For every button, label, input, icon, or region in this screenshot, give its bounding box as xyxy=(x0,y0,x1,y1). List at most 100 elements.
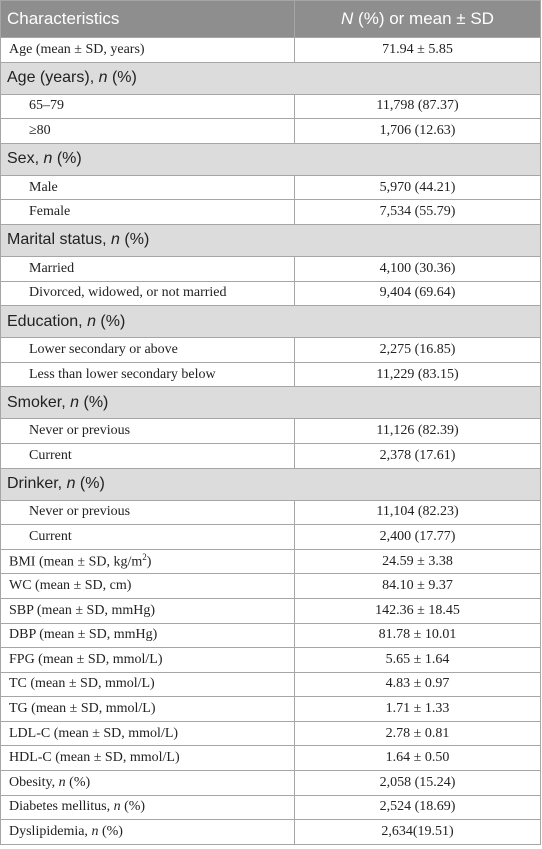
text-segment: (%) xyxy=(95,312,126,330)
text-segment: Age (years), xyxy=(7,69,99,87)
text-segment: (%) xyxy=(79,393,109,411)
text-segment: SBP (mean ± SD, mmHg) xyxy=(9,602,156,618)
row-label: Age (mean ± SD, years) xyxy=(0,37,295,63)
data-row: Age (mean ± SD, years) 71.94 ± 5.85 xyxy=(0,37,541,63)
text-segment: (%) xyxy=(120,799,146,815)
text-segment: Never or previous xyxy=(29,504,131,520)
data-row: Never or previous 11,126 (82.39) xyxy=(0,418,541,444)
header-cell: N (%) or mean ± SD xyxy=(294,0,541,38)
row-value: 5,970 (44.21) xyxy=(294,174,541,201)
section-label: Smoker, n (%) xyxy=(0,386,541,420)
row-value: 2,524 (18.69) xyxy=(294,794,541,821)
row-value: 142.36 ± 18.45 xyxy=(294,597,541,624)
section-label: Education, n (%) xyxy=(0,305,541,339)
text-segment: Diabetes mellitus, xyxy=(9,799,114,815)
text-segment: n xyxy=(98,69,108,87)
row-value: 5.65 ± 1.64 xyxy=(294,647,541,673)
row-label: Married xyxy=(0,255,295,282)
text-segment: Lower secondary or above xyxy=(29,341,178,357)
text-segment: Dyslipidemia, xyxy=(9,824,92,840)
header-cell: Characteristics xyxy=(0,0,295,38)
text-segment: Marital status, xyxy=(7,231,112,249)
section-row: Sex, n (%) xyxy=(0,142,541,176)
text-segment: ≥80 xyxy=(29,122,51,138)
text-segment: Smoker, xyxy=(7,393,71,411)
header-row: Characteristics N (%) or mean ± SD xyxy=(0,0,541,38)
row-label: ≥80 xyxy=(0,118,295,144)
row-label: Less than lower secondary below xyxy=(0,361,295,388)
text-segment: Age (mean ± SD, years) xyxy=(9,41,145,57)
row-label: BMI (mean ± SD, kg/m2) xyxy=(0,548,295,575)
data-row: DBP (mean ± SD, mmHg) 81.78 ± 10.01 xyxy=(0,622,541,649)
text-segment: (%) xyxy=(75,475,105,493)
text-segment: Current xyxy=(29,528,72,544)
row-value: 2.78 ± 0.81 xyxy=(294,720,541,747)
text-segment: TC (mean ± SD, mmol/L) xyxy=(9,676,155,692)
row-value: 4.83 ± 0.97 xyxy=(294,671,541,698)
row-label: Dyslipidemia, n (%) xyxy=(0,819,295,845)
row-value: 24.59 ± 3.38 xyxy=(294,548,541,575)
row-label: Female xyxy=(0,199,295,225)
text-segment: N xyxy=(341,9,354,28)
text-segment: Drinker, xyxy=(7,475,67,493)
row-label: SBP (mean ± SD, mmHg) xyxy=(0,597,295,624)
row-label: Lower secondary or above xyxy=(0,337,295,363)
row-label: 65–79 xyxy=(0,93,295,120)
text-segment: (%) xyxy=(65,774,91,790)
data-row: Female 7,534 (55.79) xyxy=(0,199,541,225)
text-segment: Divorced, widowed, or not married xyxy=(29,285,227,301)
data-row: WC (mean ± SD, cm) 84.10 ± 9.37 xyxy=(0,573,541,599)
data-row: Obesity, n (%) 2,058 (15.24) xyxy=(0,770,541,796)
row-label: TC (mean ± SD, mmol/L) xyxy=(0,671,295,698)
row-value: 2,634(19.51) xyxy=(294,819,541,845)
data-row: LDL-C (mean ± SD, mmol/L) 2.78 ± 0.81 xyxy=(0,720,541,747)
row-label: Current xyxy=(0,524,295,550)
text-segment: Less than lower secondary below xyxy=(29,366,216,382)
section-label: Sex, n (%) xyxy=(0,142,541,176)
row-value: 4,100 (30.36) xyxy=(294,255,541,282)
data-row: TG (mean ± SD, mmol/L) 1.71 ± 1.33 xyxy=(0,696,541,722)
data-row: FPG (mean ± SD, mmol/L) 5.65 ± 1.64 xyxy=(0,647,541,673)
data-row: Current 2,400 (17.77) xyxy=(0,524,541,550)
data-row: Divorced, widowed, or not married 9,404 (… xyxy=(0,280,541,307)
text-segment: Obesity, xyxy=(9,774,59,790)
text-segment: ) xyxy=(146,554,152,570)
text-segment: Male xyxy=(29,179,58,195)
row-label: Never or previous xyxy=(0,499,295,526)
row-label: LDL-C (mean ± SD, mmol/L) xyxy=(0,720,295,747)
row-label: WC (mean ± SD, cm) xyxy=(0,573,295,599)
row-label: FPG (mean ± SD, mmol/L) xyxy=(0,647,295,673)
row-label: Male xyxy=(0,174,295,201)
row-value: 1.64 ± 0.50 xyxy=(294,745,541,772)
section-row: Smoker, n (%) xyxy=(0,386,541,420)
row-value: 11,104 (82.23) xyxy=(294,499,541,526)
text-segment: (%) xyxy=(52,150,82,168)
data-row: TC (mean ± SD, mmol/L) 4.83 ± 0.97 xyxy=(0,671,541,698)
text-segment: HDL-C (mean ± SD, mmol/L) xyxy=(9,750,180,766)
text-segment: Never or previous xyxy=(29,423,131,439)
text-segment: (%) xyxy=(107,69,137,87)
data-row: Current 2,378 (17.61) xyxy=(0,442,541,469)
data-row: ≥80 1,706 (12.63) xyxy=(0,118,541,144)
row-value: 2,275 (16.85) xyxy=(294,337,541,363)
text-segment: Education, xyxy=(7,312,88,330)
text-segment: DBP (mean ± SD, mmHg) xyxy=(9,627,158,643)
text-segment: 65–79 xyxy=(29,98,64,114)
data-row: HDL-C (mean ± SD, mmol/L) 1.64 ± 0.50 xyxy=(0,745,541,772)
text-segment: n xyxy=(43,150,53,168)
row-label: HDL-C (mean ± SD, mmol/L) xyxy=(0,745,295,772)
text-segment: Characteristics xyxy=(7,9,120,28)
text-segment: FPG (mean ± SD, mmol/L) xyxy=(9,651,163,667)
text-segment: n xyxy=(66,475,76,493)
row-value: 11,798 (87.37) xyxy=(294,93,541,120)
section-row: Education, n (%) xyxy=(0,305,541,339)
row-value: 2,058 (15.24) xyxy=(294,770,541,796)
text-segment: n xyxy=(58,774,66,790)
text-segment: n xyxy=(70,393,80,411)
text-segment: n xyxy=(113,799,121,815)
data-row: Married 4,100 (30.36) xyxy=(0,255,541,282)
section-label: Marital status, n (%) xyxy=(0,223,541,257)
data-row: SBP (mean ± SD, mmHg) 142.36 ± 18.45 xyxy=(0,597,541,624)
data-row: 65–79 11,798 (87.37) xyxy=(0,93,541,120)
